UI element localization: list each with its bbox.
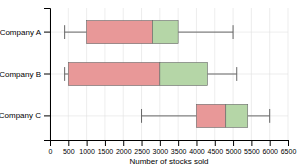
x-tick-mark [251, 140, 252, 146]
x-tick-label: 3500 [171, 148, 187, 155]
whisker-low [142, 115, 197, 116]
x-tick: 2000 [116, 140, 132, 155]
box-high [160, 62, 208, 85]
whisker-high [248, 115, 270, 116]
plot: 0 500 100015002000250030003500400045005000… [0, 8, 296, 155]
x-tick-mark [142, 140, 143, 146]
x-tick-mark [215, 140, 216, 146]
x-tick-mark [87, 140, 88, 146]
x-tick-mark [233, 140, 234, 146]
y-tick-mark [44, 74, 50, 75]
x-tick-label: 2000 [116, 148, 132, 155]
x-tick: 1500 [98, 140, 114, 155]
x-axis: 0 500 100015002000250030003500400045005000… [49, 140, 297, 155]
box-high [226, 104, 248, 127]
cap-high [269, 109, 270, 123]
x-tick: 5000 [226, 140, 242, 155]
x-tick-mark [160, 140, 161, 146]
x-tick: 500 [63, 140, 75, 155]
whisker-low [65, 32, 87, 33]
x-tick: 3500 [171, 140, 187, 155]
y-tick-mark [44, 115, 50, 116]
x-tick-label: 4000 [189, 148, 205, 155]
whisker-high [207, 74, 236, 75]
x-tick-label: 6000 [262, 148, 278, 155]
x-tick-label: 0 [49, 148, 53, 155]
x-tick-label: 1000 [79, 148, 95, 155]
box-high [153, 21, 179, 44]
x-tick-mark [123, 140, 124, 146]
y-tick: Company A [0, 28, 50, 37]
x-tick: 6000 [262, 140, 278, 155]
grid [50, 8, 288, 140]
whisker-low [65, 74, 69, 75]
cap-low [64, 25, 65, 39]
y-axis-line [44, 9, 51, 141]
x-tick: 5500 [244, 140, 260, 155]
x-tick: 3000 [153, 140, 169, 155]
boxes [65, 21, 270, 128]
box [65, 62, 237, 85]
box-low [196, 104, 225, 127]
x-tick: 2500 [134, 140, 150, 155]
x-tick-mark [270, 140, 271, 146]
y-axis: Company A Company B Company C [0, 9, 51, 141]
x-axis-title: Number of stocks sold [129, 157, 208, 166]
y-tick-mark [44, 32, 50, 33]
cap-high [236, 67, 237, 81]
x-tick-label: 3000 [153, 148, 169, 155]
x-axis-line [51, 141, 289, 147]
y-tick-label: Company B [0, 70, 41, 79]
box-low [87, 21, 153, 44]
x-tick-label: 5500 [244, 148, 260, 155]
chart: 0 500 100015002000250030003500400045005000… [0, 0, 300, 168]
x-tick-mark [178, 140, 179, 146]
y-tick-label: Company C [0, 111, 41, 120]
x-tick-label: 500 [63, 148, 75, 155]
box [65, 21, 233, 44]
x-tick: 4000 [189, 140, 205, 155]
cap-high [233, 25, 234, 39]
x-tick-label: 4500 [207, 148, 223, 155]
y-tick: Company B [0, 70, 50, 79]
x-tick-mark [105, 140, 106, 146]
x-tick-mark [196, 140, 197, 146]
x-tick: 1000 [79, 140, 95, 155]
cap-low [64, 67, 65, 81]
box-low [68, 62, 160, 85]
x-tick-label: 5000 [226, 148, 242, 155]
x-tick-mark [68, 140, 69, 146]
x-tick: 6500 [281, 140, 297, 155]
whisker-high [178, 32, 233, 33]
x-tick: 0 [49, 140, 53, 155]
x-tick: 4500 [207, 140, 223, 155]
y-tick: Company C [0, 111, 50, 120]
y-tick-label: Company A [0, 28, 42, 37]
x-tick-label: 6500 [281, 148, 297, 155]
x-tick-label: 1500 [98, 148, 114, 155]
box [142, 104, 270, 127]
x-tick-label: 2500 [134, 148, 150, 155]
x-tick-mark [288, 140, 289, 146]
grid-line-y [50, 115, 288, 116]
cap-low [141, 109, 142, 123]
